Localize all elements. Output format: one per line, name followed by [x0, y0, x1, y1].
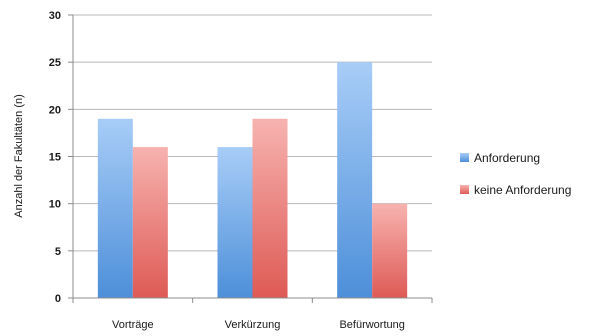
bar-anforderung-1	[217, 147, 253, 298]
y-tick-label: 15	[49, 152, 61, 164]
y-tick-label: 5	[55, 246, 61, 258]
y-tick-label: 10	[49, 199, 61, 211]
bar-keine-anforderung-1	[252, 118, 288, 299]
legend-swatch	[460, 153, 469, 162]
legend-label: keine Anforderung	[474, 183, 571, 197]
bar-anforderung-2	[337, 62, 373, 298]
y-tick-label: 25	[49, 57, 61, 69]
x-axis-categories: Vorträge Verkürzung Befürwortung	[112, 319, 405, 331]
legend-label: Anforderung	[474, 151, 540, 165]
y-axis-ticks: 0 5 10 15 20 25 30	[49, 10, 73, 305]
bar-keine-anforderung-0	[132, 147, 168, 298]
x-category-label: Verkürzung	[225, 319, 281, 331]
y-tick-label: 20	[49, 104, 61, 116]
y-tick-label: 30	[49, 10, 61, 22]
legend: Anforderung keine Anforderung	[460, 151, 571, 197]
bar-keine-anforderung-2	[372, 203, 408, 298]
legend-swatch	[460, 185, 469, 194]
x-category-label: Vorträge	[112, 319, 154, 331]
y-axis-label: Anzahl der Fakultäten (n)	[13, 94, 25, 218]
y-tick-label: 0	[55, 293, 61, 305]
bar-anforderung-0	[97, 118, 133, 299]
bars	[97, 62, 408, 299]
x-category-label: Befürwortung	[339, 319, 404, 331]
axes	[72, 15, 433, 303]
